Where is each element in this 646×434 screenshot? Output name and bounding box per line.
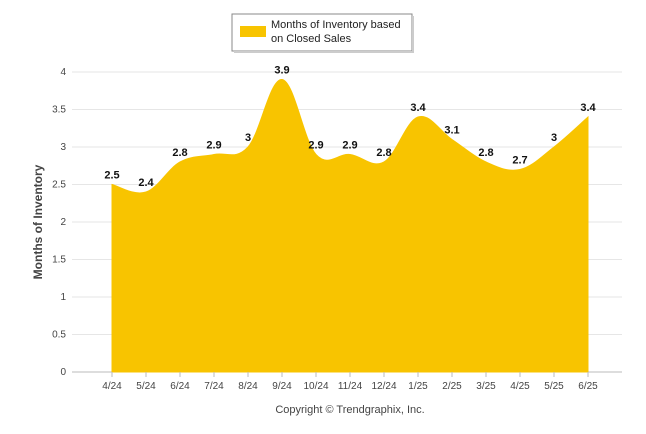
data-label: 3.4	[410, 102, 426, 114]
legend-frame-shadow-bottom	[234, 51, 414, 53]
x-tick-label: 12/24	[371, 381, 396, 392]
legend-swatch	[240, 26, 266, 37]
area-series[interactable]	[111, 78, 589, 373]
x-tick-label: 11/24	[338, 381, 363, 392]
x-tick-label: 5/24	[136, 381, 156, 392]
data-label: 3	[245, 132, 251, 144]
y-tick-label: 4	[60, 67, 66, 78]
x-tick-label: 6/24	[170, 381, 190, 392]
x-tick-label: 6/25	[578, 381, 598, 392]
data-label: 2.5	[104, 170, 119, 182]
data-label: 2.9	[308, 140, 323, 152]
data-label: 3.9	[274, 65, 289, 77]
y-tick-label: 1.5	[52, 255, 66, 266]
y-tick-label: 2	[60, 217, 66, 228]
data-label: 3.4	[580, 102, 596, 114]
x-tick-label: 7/24	[204, 381, 224, 392]
data-label: 2.9	[206, 140, 221, 152]
y-tick-label: 3.5	[52, 105, 66, 116]
x-tick-label: 8/24	[238, 381, 258, 392]
x-tick-label: 10/24	[303, 381, 328, 392]
y-tick-label: 0	[60, 367, 66, 378]
x-tick-label: 4/24	[102, 381, 122, 392]
y-tick-label: 2.5	[52, 180, 66, 191]
y-tick-label: 1	[60, 292, 66, 303]
x-tick-label: 2/25	[442, 381, 462, 392]
y-tick-label: 0.5	[52, 330, 66, 341]
y-tick-label: 3	[60, 142, 66, 153]
x-axis-ticks: 4/24 5/24 6/24 7/24 8/24 9/24 10/24 11/24 12/24 1…	[102, 372, 598, 392]
data-label: 2.8	[478, 147, 493, 159]
x-tick-label: 1/25	[408, 381, 428, 392]
legend-label-line2: on Closed Sales	[271, 33, 352, 45]
data-labels: 2.5 2.4 2.8 2.9 3 3.9 2.9 2.9 2.8 3.4 3.1 2.8 2.7 3 3.…	[104, 65, 596, 190]
y-axis-title: Months of Inventory	[31, 164, 45, 279]
data-label: 3	[551, 132, 557, 144]
x-tick-label: 9/24	[272, 381, 292, 392]
legend-label-line1: Months of Inventory based	[271, 19, 401, 31]
data-label: 2.7	[512, 155, 527, 167]
data-label: 3.1	[444, 125, 459, 137]
legend-frame-shadow	[412, 16, 414, 53]
data-label: 2.8	[172, 147, 187, 159]
x-tick-label: 5/25	[544, 381, 564, 392]
legend[interactable]: Months of Inventory based on Closed Sale…	[231, 13, 414, 53]
data-label: 2.8	[376, 147, 391, 159]
data-label: 2.9	[342, 140, 357, 152]
y-axis-ticks: 0 0.5 1 1.5 2 2.5 3 3.5 4	[52, 67, 66, 378]
area-layer	[111, 78, 589, 373]
x-tick-label: 3/25	[476, 381, 496, 392]
x-tick-label: 4/25	[510, 381, 530, 392]
data-label: 2.4	[138, 177, 154, 189]
copyright-footer: Copyright © Trendgraphix, Inc.	[275, 404, 424, 416]
